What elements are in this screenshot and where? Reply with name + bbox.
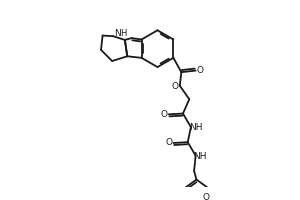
Text: O: O [197, 66, 204, 75]
Text: O: O [160, 110, 167, 119]
Text: O: O [172, 82, 178, 91]
Text: N: N [114, 29, 121, 38]
Text: NH: NH [194, 152, 207, 161]
Text: NH: NH [189, 123, 202, 132]
Text: H: H [120, 29, 126, 38]
Text: O: O [202, 193, 209, 200]
Text: O: O [165, 138, 172, 147]
